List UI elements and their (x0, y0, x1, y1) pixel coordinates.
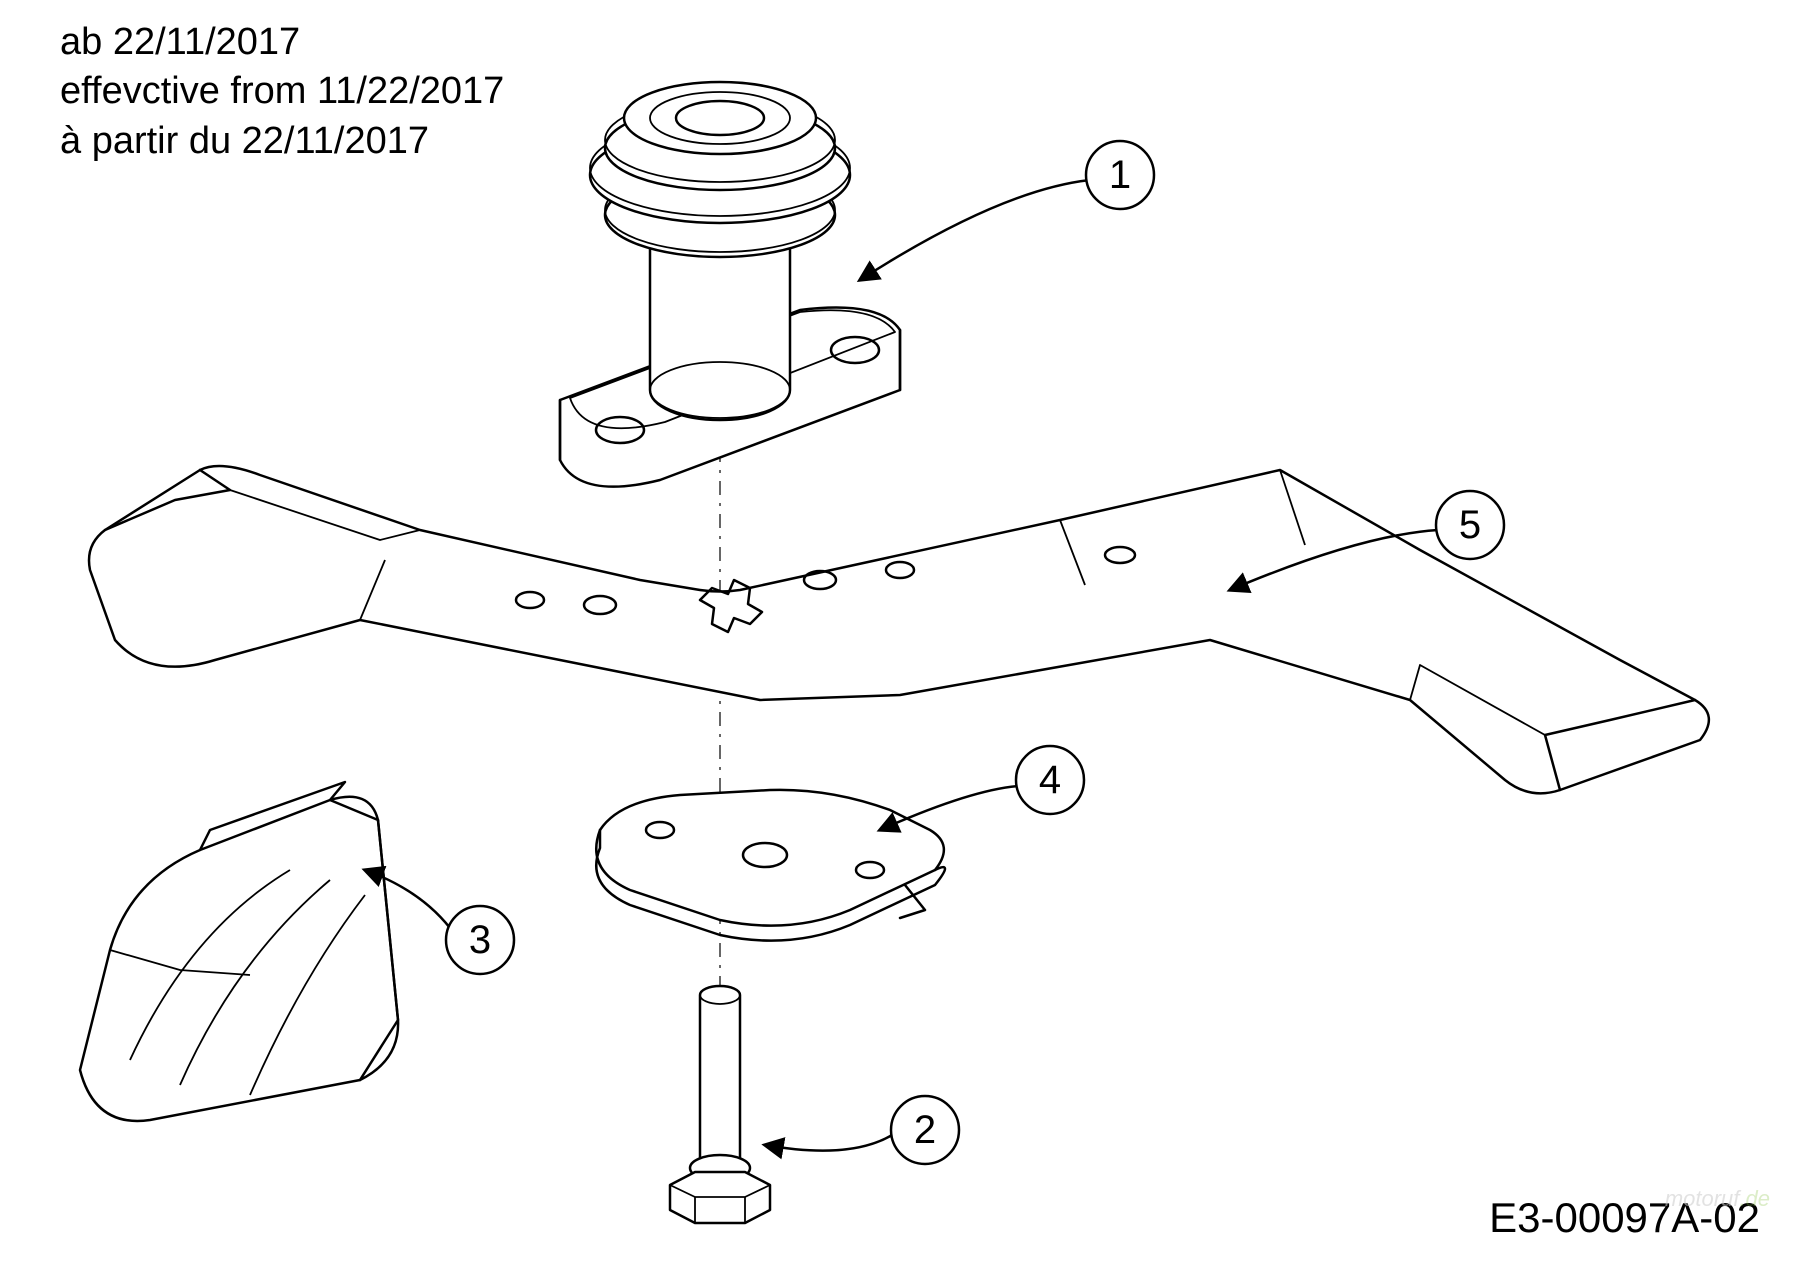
part-4-adapter-plate (596, 790, 945, 941)
callout-number-2: 2 (914, 1108, 936, 1152)
callout-number-5: 5 (1459, 503, 1481, 547)
exploded-diagram: 1 5 4 3 2 (0, 0, 1800, 1272)
callout-number-3: 3 (469, 918, 491, 962)
leader-2 (765, 1135, 892, 1151)
callout-number-4: 4 (1039, 758, 1061, 802)
part-3-mulch-plug (80, 782, 398, 1121)
callout-number-1: 1 (1109, 153, 1131, 197)
part-2-bolt (670, 986, 770, 1223)
part-1-hub-assembly (560, 82, 900, 487)
leader-1 (860, 180, 1090, 280)
